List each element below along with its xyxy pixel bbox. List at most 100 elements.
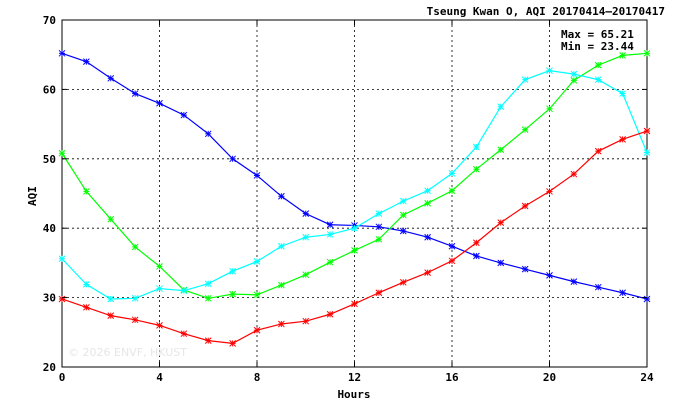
data-point-marker: [619, 52, 626, 59]
data-point-marker: [497, 259, 505, 267]
data-point-marker: [156, 285, 163, 292]
data-point-marker: [594, 76, 602, 84]
data-point-marker: [278, 192, 285, 200]
x-tick-label: 4: [156, 371, 163, 384]
data-point-marker: [83, 58, 90, 65]
data-point-marker: [180, 330, 188, 338]
data-point-marker: [83, 281, 90, 288]
data-point-marker: [229, 267, 236, 275]
data-point-marker: [619, 136, 626, 143]
data-point-marker: [204, 294, 212, 302]
x-axis-label: Hours: [337, 388, 370, 401]
data-point-marker: [253, 258, 261, 265]
data-point-marker: [546, 105, 553, 113]
data-point-marker: [619, 90, 626, 97]
data-point-marker: [473, 165, 480, 173]
data-point-marker: [156, 263, 163, 270]
data-point-marker: [375, 235, 383, 243]
data-point-marker: [180, 111, 188, 119]
data-point-marker: [497, 103, 505, 111]
data-point-marker: [643, 149, 651, 156]
data-point-marker: [278, 320, 285, 328]
data-point-marker: [326, 221, 334, 229]
data-point-marker: [326, 310, 334, 318]
data-point-marker: [302, 317, 310, 325]
data-point-marker: [424, 187, 431, 195]
data-point-marker: [643, 295, 651, 303]
y-tick-label: 20: [43, 361, 56, 374]
data-point-marker: [83, 188, 90, 195]
y-tick-label: 60: [43, 83, 56, 96]
data-point-marker: [570, 170, 578, 178]
x-tick-label: 12: [348, 371, 361, 384]
data-point-marker: [375, 210, 383, 217]
data-point-marker: [473, 143, 480, 151]
x-tick-label: 24: [640, 371, 654, 384]
data-point-marker: [448, 257, 456, 265]
data-point-marker: [619, 289, 626, 297]
data-point-marker: [594, 283, 602, 291]
watermark: © 2026 ENVF, HKUST: [68, 346, 187, 359]
data-point-marker: [107, 215, 115, 223]
data-point-marker: [643, 127, 651, 135]
data-point-marker: [375, 289, 383, 297]
data-point-marker: [107, 74, 115, 82]
data-point-marker: [107, 312, 115, 319]
y-tick-label: 70: [43, 14, 56, 27]
data-point-marker: [302, 271, 310, 279]
data-point-marker: [570, 70, 578, 78]
x-tick-label: 8: [254, 371, 261, 384]
data-point-marker: [448, 187, 456, 195]
y-tick-label: 40: [43, 222, 56, 235]
data-point-marker: [253, 291, 261, 299]
data-point-marker: [351, 247, 358, 254]
data-point-marker: [204, 337, 212, 344]
data-point-marker: [399, 197, 407, 205]
data-point-marker: [302, 233, 310, 241]
data-point-marker: [180, 287, 188, 295]
data-point-marker: [131, 243, 139, 251]
data-point-marker: [229, 290, 236, 298]
x-tick-label: 16: [445, 371, 459, 384]
data-point-marker: [399, 227, 407, 235]
data-point-marker: [399, 278, 407, 286]
data-point-marker: [570, 77, 578, 84]
data-point-marker: [375, 223, 383, 231]
data-point-marker: [131, 316, 139, 324]
data-point-marker: [546, 67, 553, 75]
data-point-marker: [278, 242, 285, 250]
data-point-marker: [643, 49, 651, 57]
data-point-marker: [424, 199, 431, 207]
data-point-marker: [399, 211, 407, 219]
series-line: [58, 67, 651, 303]
data-point-marker: [156, 99, 163, 107]
data-point-marker: [253, 326, 261, 334]
data-point-marker: [204, 280, 212, 288]
data-point-marker: [58, 49, 66, 57]
x-tick-labels: 0 4 8 12 16 20 24: [59, 20, 654, 384]
data-point-marker: [448, 242, 456, 250]
y-tick-labels: 20 30 40 50 60 70: [43, 14, 647, 374]
data-point-marker: [521, 76, 529, 84]
data-point-marker: [156, 322, 163, 329]
data-point-marker: [594, 61, 602, 69]
data-point-marker: [131, 90, 139, 97]
data-point-marker: [58, 149, 66, 157]
data-point-marker: [229, 155, 236, 163]
data-point-marker: [497, 219, 505, 227]
series-line: [58, 49, 651, 302]
data-point-marker: [107, 295, 115, 303]
chart-title: Tseung Kwan O, AQI 20170414–20170417: [427, 5, 665, 18]
data-point-marker: [473, 239, 480, 247]
data-point-marker: [521, 265, 529, 273]
data-point-marker: [58, 255, 66, 263]
data-point-marker: [351, 300, 358, 308]
data-point-marker: [497, 146, 505, 154]
data-point-marker: [326, 258, 334, 266]
data-point-marker: [58, 295, 66, 303]
data-point-marker: [424, 269, 431, 276]
data-point-marker: [521, 126, 529, 134]
data-point-marker: [473, 252, 480, 260]
data-point-marker: [546, 272, 553, 279]
